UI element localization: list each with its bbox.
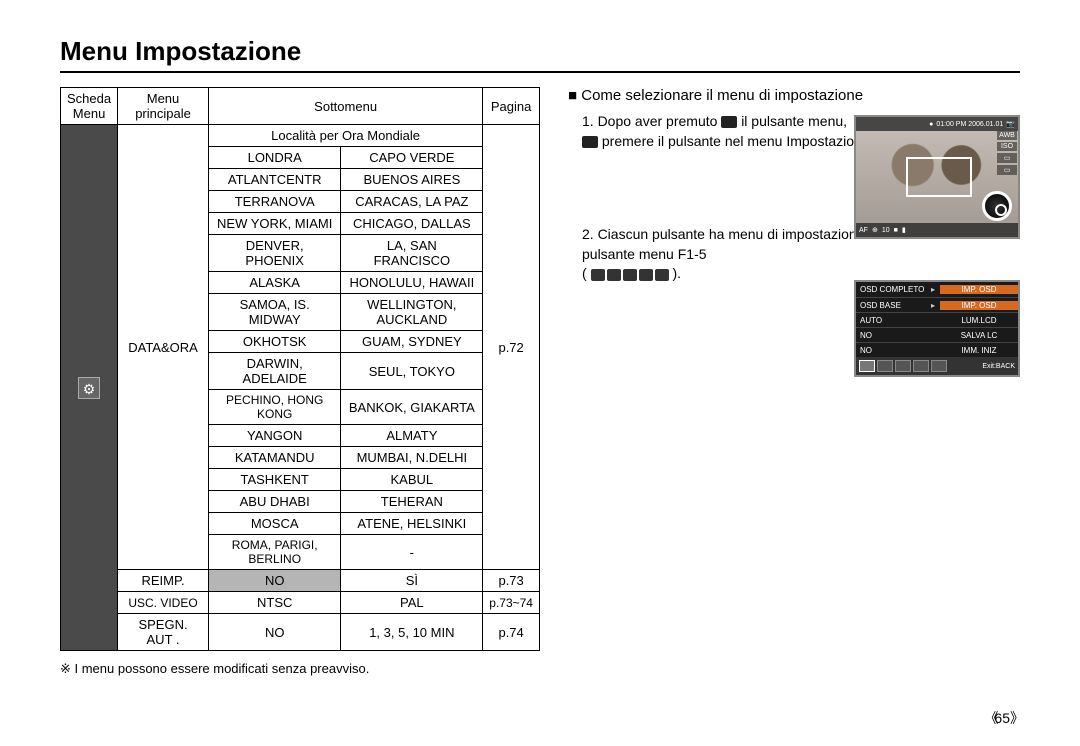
extra-row: REIMP. NO SÌ p.73 [61,570,540,592]
extra-row: SPEGN. AUT . NO 1, 3, 5, 10 MIN p.74 [61,614,540,651]
page-ref-1: p.72 [483,125,540,570]
iso-indicator: ISO [997,142,1017,151]
preview-bottombar: AF ⊕ 10 ■ ▮ [856,223,1018,237]
osd-tab-4 [913,360,929,372]
osd-footer: Exit:BACK [856,357,1018,375]
f-button-icons [591,269,669,281]
gear-tab-cell: ⚙ [61,125,118,651]
af-indicator: AF [859,227,868,234]
rec-icon: ■ [894,227,898,234]
extra-row: USC. VIDEO NTSC PAL p.73~74 [61,592,540,614]
col-scheda: SchedaMenu [61,88,118,125]
settings-button-icon [582,136,598,148]
col-pagina: Pagina [483,88,540,125]
page-number: 65 [984,708,1020,728]
globe-icon: ⊕ [872,226,878,234]
awb-indicator: AWB [997,131,1017,140]
camera-icon: 📷 [1006,120,1015,128]
status-dot: ● [929,121,933,128]
osd-tab-2 [877,360,893,372]
osd-tab-5 [931,360,947,372]
osd-tab-1 [859,360,875,372]
mode-dial [982,191,1012,221]
header-row: SchedaMenu Menuprincipale Sottomenu Pagi… [61,88,540,125]
menu-principale-cell: DATA&ORA [118,125,209,570]
box-indicator-2: ▭ [997,165,1017,175]
osd-row: NOSALVA LC [856,327,1018,342]
footnote: ※ I menu possono essere modificati senza… [60,661,540,677]
gear-icon: ⚙ [78,377,100,399]
battery-icon: ▮ [902,226,906,234]
box-indicator: ▭ [997,153,1017,163]
osd-row: OSD BASE▸IMP. OSD [856,297,1018,312]
page-title: Menu Impostazione [60,36,1020,73]
osd-row: AUTOLUM.LCD [856,312,1018,327]
status-time: 01:00 PM 2006.01.01 [936,121,1003,128]
focus-box [906,157,972,197]
preview-rightside: AWB ISO ▭ ▭ [996,131,1018,175]
ten-indicator: 10 [882,227,890,234]
osd-row: OSD COMPLETO▸IMP. OSD [856,282,1018,297]
settings-table: SchedaMenu Menuprincipale Sottomenu Pagi… [60,87,540,651]
col-menu-principale: Menuprincipale [118,88,209,125]
osd-tab-3 [895,360,911,372]
left-column: SchedaMenu Menuprincipale Sottomenu Pagi… [60,87,540,677]
osd-row: NOIMM. INIZ [856,342,1018,357]
menu-button-icon [721,116,737,128]
camera-preview: ● 01:00 PM 2006.01.01 📷 AWB ISO ▭ ▭ AF ⊕… [854,115,1020,239]
world-time-header: Località per Ora Mondiale [208,125,482,147]
world-time-header-row: ⚙ DATA&ORA Località per Ora Mondiale p.7… [61,125,540,147]
col-sottomenu: Sottomenu [208,88,482,125]
osd-exit-label: Exit:BACK [982,363,1015,370]
preview-statusbar: ● 01:00 PM 2006.01.01 📷 [856,117,1018,131]
right-heading: Come selezionare il menu di impostazione [568,87,1008,104]
osd-menu: OSD COMPLETO▸IMP. OSD OSD BASE▸IMP. OSD … [854,280,1020,377]
